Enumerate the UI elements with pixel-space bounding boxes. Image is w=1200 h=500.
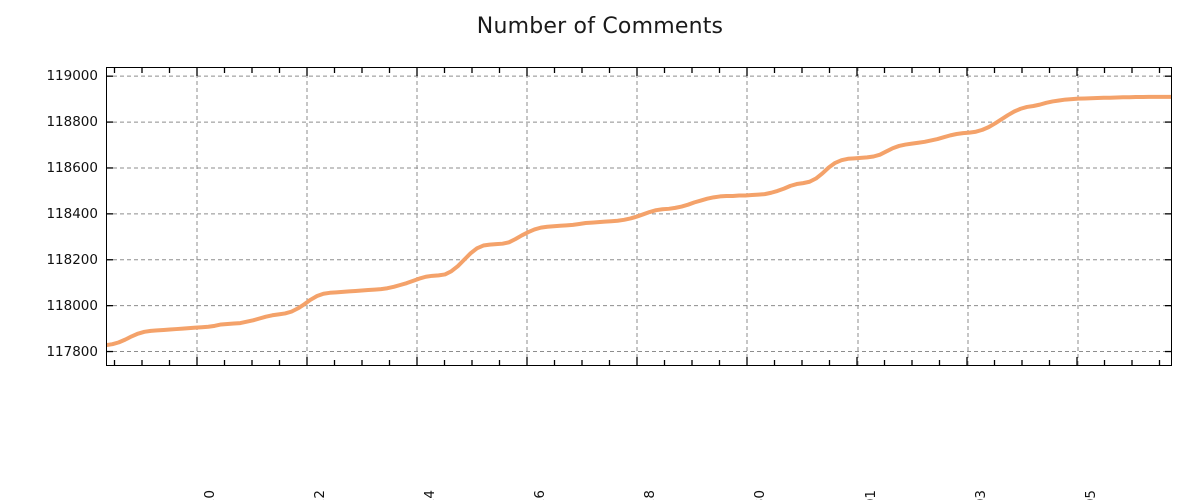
x-axis-tick-label: 2025.08.24 (422, 490, 438, 500)
x-axis-tick-label: 2025.08.20 (202, 490, 218, 500)
series-line-number-of-comments (106, 94, 1172, 348)
y-axis-tick-label: 118600 (46, 159, 98, 176)
x-axis-tick-label: 2025.09.03 (973, 490, 989, 500)
y-axis-tick-label: 118200 (46, 251, 98, 268)
x-axis-tick-labels: 2025.08.20 2025.08.22 2025.08.24 2025.08.26… (106, 372, 1172, 500)
y-axis-tick-label: 119000 (46, 68, 98, 85)
y-axis-tick-labels: 117800 118000 118200 118400 118600 118800 1190… (0, 67, 98, 366)
x-axis-tick-label: 2025.09.05 (1083, 490, 1099, 500)
x-axis-tick-label: 2025.08.26 (532, 490, 548, 500)
x-axis-tick-label: 2025.09.01 (863, 490, 879, 500)
chart-plot-svg (106, 67, 1172, 366)
y-axis-tick-label: 117800 (46, 343, 98, 360)
data-series-line (106, 94, 1172, 348)
y-axis-tick-label: 118400 (46, 205, 98, 222)
y-axis-tick-label: 118800 (46, 114, 98, 131)
x-axis-tick-label: 2025.08.28 (642, 490, 658, 500)
chart-title: Number of Comments (476, 14, 724, 39)
x-axis-tick-label: 2025.08.22 (312, 490, 328, 500)
plot-area (106, 67, 1172, 366)
x-axis-tick-label: 2025.08.30 (752, 490, 768, 500)
y-axis-tick-label: 118000 (46, 297, 98, 314)
